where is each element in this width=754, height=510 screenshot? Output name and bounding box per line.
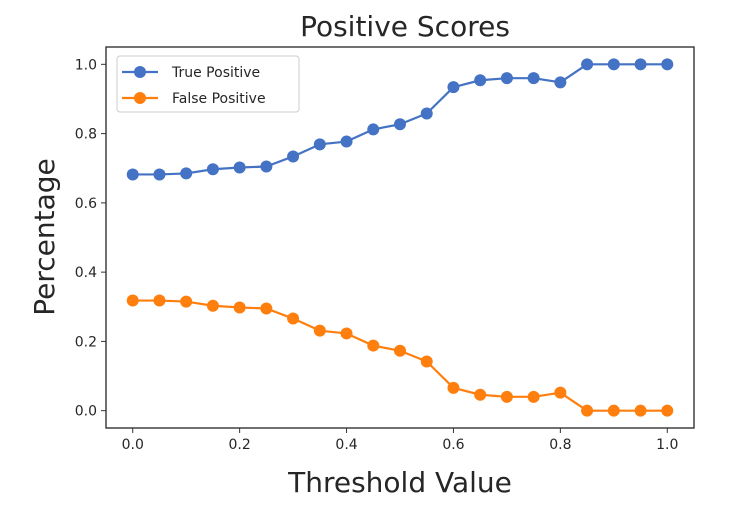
y-tick-label: 0.2: [75, 334, 97, 350]
false-positive-point: [206, 299, 219, 312]
false-positive-point: [126, 294, 139, 307]
false-positive-point: [233, 301, 246, 314]
false-positive-point: [260, 302, 273, 315]
false-positive-point: [581, 404, 594, 417]
true-positive-point: [474, 74, 487, 87]
y-tick-label: 0.8: [75, 127, 97, 143]
false-positive-point: [661, 404, 674, 417]
false-positive-point: [340, 327, 353, 340]
x-tick-label: 0.0: [122, 437, 144, 453]
true-positive-point: [607, 58, 620, 71]
false-positive-point: [474, 388, 487, 401]
false-positive-point: [367, 339, 380, 352]
true-positive-point: [313, 138, 326, 151]
true-positive-point: [367, 123, 380, 136]
true-positive-point: [500, 72, 513, 85]
false-positive-point: [394, 344, 406, 357]
x-axis-label: Threshold Value: [287, 466, 512, 499]
y-axis-label: Percentage: [28, 158, 61, 316]
true-positive-point: [153, 168, 166, 181]
false-positive-point: [153, 294, 166, 307]
series-true-positive: [126, 58, 674, 181]
true-positive-point: [260, 160, 273, 173]
legend: True Positive False Positive: [116, 55, 300, 113]
y-tick-label: 1.0: [75, 57, 97, 73]
series-false-positive: [126, 294, 674, 417]
y-tick-label: 0.4: [75, 265, 97, 281]
chart-title: Positive Scores: [300, 10, 510, 43]
true-positive-point: [180, 167, 193, 180]
true-positive-point: [447, 81, 460, 94]
x-axis: 0.0 0.2 0.4 0.6 0.8 1.0: [122, 428, 678, 453]
true-positive-point: [126, 168, 139, 181]
true-positive-point: [634, 58, 647, 71]
y-axis: 0.0 0.2 0.4 0.6 0.8 1.0: [75, 57, 106, 420]
false-positive-point: [634, 404, 647, 417]
false-positive-point: [500, 390, 513, 403]
true-positive-point: [554, 76, 567, 89]
legend-box: [116, 55, 300, 113]
false-positive-point: [287, 312, 300, 325]
true-positive-point: [340, 135, 353, 148]
x-tick-label: 0.2: [229, 437, 251, 453]
false-positive-point: [180, 295, 193, 308]
x-tick-label: 0.6: [442, 437, 464, 453]
x-tick-label: 0.4: [335, 437, 357, 453]
x-tick-label: 1.0: [656, 437, 678, 453]
false-positive-point: [554, 386, 567, 399]
true-positive-point: [233, 161, 246, 174]
legend-marker: [134, 66, 146, 78]
false-positive-point: [527, 390, 540, 403]
false-positive-point: [313, 324, 326, 337]
false-positive-point: [607, 404, 620, 417]
true-positive-point: [206, 163, 219, 176]
y-tick-label: 0.0: [75, 404, 97, 420]
legend-item-true-positive: True Positive: [122, 65, 260, 81]
legend-label: True Positive: [171, 65, 260, 81]
true-positive-point: [394, 118, 406, 131]
false-positive-point: [447, 381, 460, 394]
false-positive-point: [420, 355, 433, 368]
legend-item-false-positive: False Positive: [122, 91, 266, 107]
true-positive-point: [420, 107, 433, 120]
series-layer: [126, 58, 674, 417]
true-positive-point: [581, 58, 594, 71]
legend-label: False Positive: [172, 91, 266, 107]
true-positive-point: [527, 72, 540, 85]
legend-marker: [134, 92, 146, 104]
x-tick-label: 0.8: [549, 437, 571, 453]
true-positive-point: [661, 58, 674, 71]
y-tick-label: 0.6: [75, 196, 97, 212]
true-positive-point: [287, 150, 300, 163]
